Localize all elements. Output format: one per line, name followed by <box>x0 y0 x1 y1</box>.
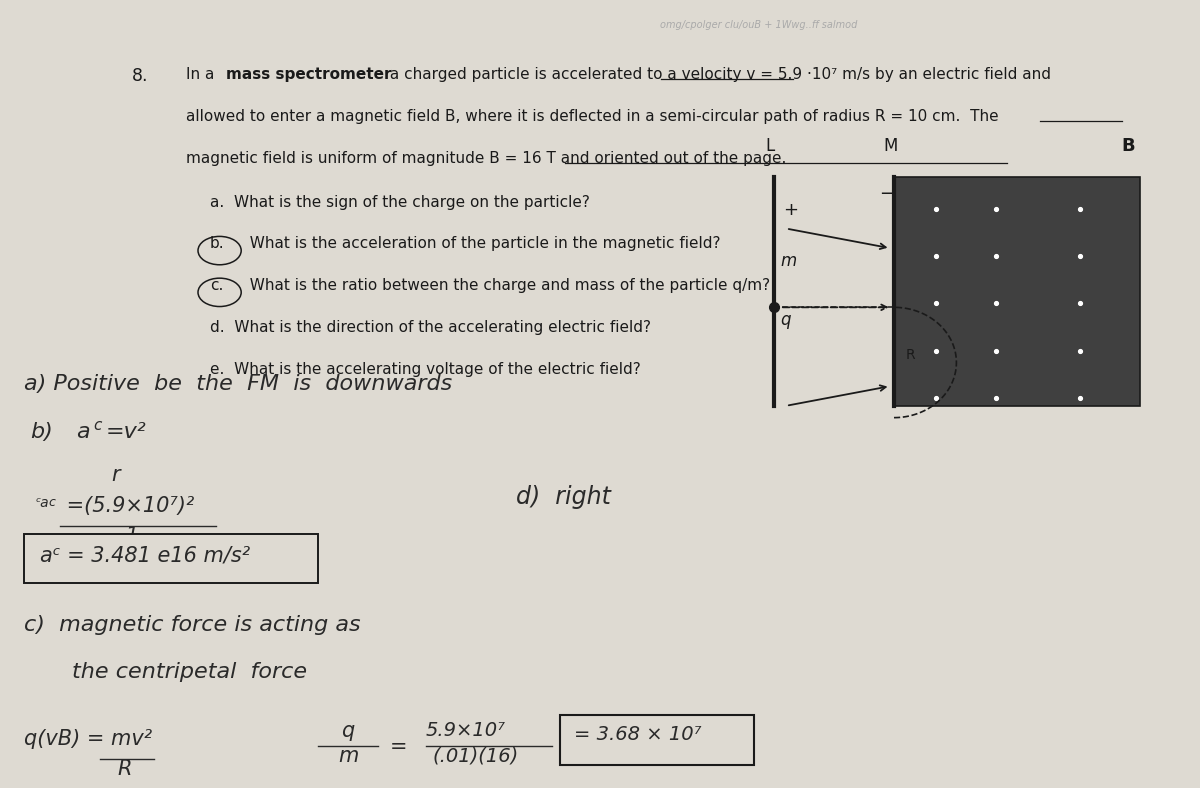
Text: B: B <box>1121 137 1135 155</box>
Text: What is the ratio between the charge and mass of the particle q/m?: What is the ratio between the charge and… <box>240 278 770 293</box>
Text: c: c <box>94 418 102 433</box>
Text: =v²: =v² <box>106 422 146 441</box>
Text: q: q <box>780 311 791 329</box>
Text: ᶜa: ᶜa <box>36 496 49 511</box>
Text: 5.9×10⁷: 5.9×10⁷ <box>426 721 506 740</box>
Text: magnetic field is uniform of magnitude B = 16 T and oriented out of the page.: magnetic field is uniform of magnitude B… <box>186 151 786 166</box>
Text: c.: c. <box>210 278 223 293</box>
Text: omg/cpolger clu/ouB + 1Wwg..ff salmod: omg/cpolger clu/ouB + 1Wwg..ff salmod <box>660 20 857 30</box>
Text: m: m <box>338 746 358 766</box>
Text: a) Positive  be  the  FM  is  downwards: a) Positive be the FM is downwards <box>24 374 452 394</box>
Text: r: r <box>112 465 120 485</box>
Text: =: = <box>390 737 408 756</box>
Text: c)  magnetic force is acting as: c) magnetic force is acting as <box>24 615 361 634</box>
Text: e.  What is the accelerating voltage of the electric field?: e. What is the accelerating voltage of t… <box>210 362 641 377</box>
Text: mass spectrometer: mass spectrometer <box>226 67 391 82</box>
Text: m: m <box>780 252 797 270</box>
Text: a charged particle is accelerated to a velocity v = 5.9 ·10⁷ m/s by an electric : a charged particle is accelerated to a v… <box>385 67 1051 82</box>
Text: c: c <box>48 496 55 509</box>
Text: L: L <box>766 137 775 155</box>
Text: a.  What is the sign of the charge on the particle?: a. What is the sign of the charge on the… <box>210 195 590 210</box>
Text: d)  right: d) right <box>516 485 611 508</box>
Text: In a: In a <box>186 67 220 82</box>
Text: .1: .1 <box>120 526 140 546</box>
Text: aᶜ = 3.481 e16 m/s²: aᶜ = 3.481 e16 m/s² <box>40 545 250 565</box>
Text: R: R <box>118 759 132 779</box>
Text: q: q <box>341 721 355 741</box>
Text: M: M <box>883 137 898 155</box>
Text: = 3.68 × 10⁷: = 3.68 × 10⁷ <box>574 725 701 744</box>
Text: b.: b. <box>210 236 224 251</box>
Text: +: + <box>784 201 799 219</box>
Text: q(vB) = mv²: q(vB) = mv² <box>24 729 152 749</box>
Text: =(5.9×10⁷)²: =(5.9×10⁷)² <box>60 496 194 516</box>
Text: allowed to enter a magnetic field B, where it is deflected in a semi-circular pa: allowed to enter a magnetic field B, whe… <box>186 109 998 124</box>
Text: d.  What is the direction of the accelerating electric field?: d. What is the direction of the accelera… <box>210 320 650 335</box>
FancyBboxPatch shape <box>560 715 754 765</box>
Text: (.01)(16): (.01)(16) <box>432 746 518 765</box>
Text: a: a <box>76 422 89 441</box>
Text: the centripetal  force: the centripetal force <box>72 662 307 682</box>
Text: −: − <box>880 185 895 203</box>
FancyBboxPatch shape <box>24 534 318 583</box>
Text: b): b) <box>30 422 53 441</box>
Text: R: R <box>906 348 916 362</box>
Bar <box>894 177 1140 406</box>
Text: 8.: 8. <box>132 67 149 85</box>
Text: What is the acceleration of the particle in the magnetic field?: What is the acceleration of the particle… <box>240 236 720 251</box>
